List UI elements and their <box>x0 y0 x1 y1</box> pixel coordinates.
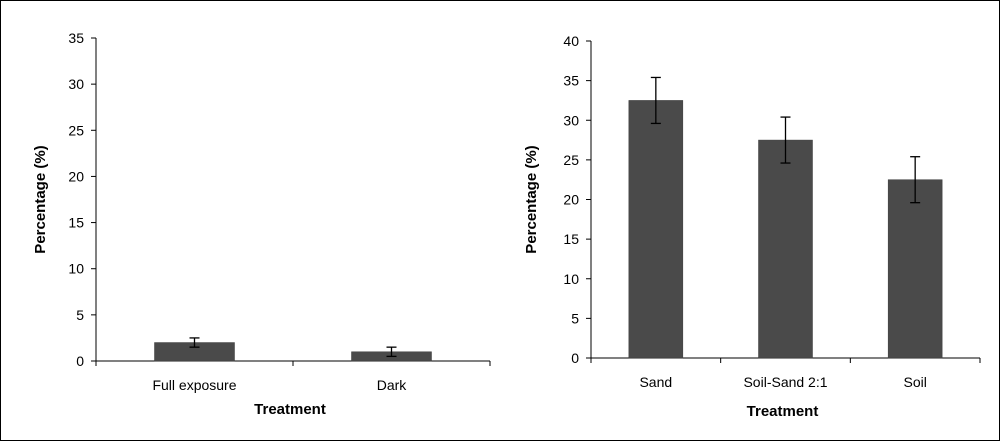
y-tick-label: 25 <box>68 122 84 138</box>
bar-sand <box>628 100 684 359</box>
y-tick-label: 20 <box>68 168 84 184</box>
y-tick-label: 5 <box>571 310 579 326</box>
y-axis-title: Percentage (%) <box>523 145 540 253</box>
y-tick-label: 25 <box>563 152 579 168</box>
y-tick-label: 15 <box>68 215 84 231</box>
x-category-label: Soil <box>903 374 926 390</box>
y-tick-label: 0 <box>571 350 579 366</box>
x-axis-title: Treatment <box>254 401 326 418</box>
y-tick-label: 10 <box>563 271 579 287</box>
bar-soil <box>887 179 943 359</box>
x-category-label: Soil-Sand 2:1 <box>743 374 827 390</box>
bar-soil-sand-2-1 <box>758 139 813 359</box>
y-tick-label: 30 <box>68 76 84 92</box>
y-tick-label: 40 <box>563 33 579 49</box>
y-tick-label: 15 <box>563 231 579 247</box>
y-tick-label: 10 <box>68 261 84 277</box>
y-axis-title: Percentage (%) <box>32 145 49 253</box>
x-axis-title: Treatment <box>747 403 819 420</box>
y-tick-label: 35 <box>563 73 579 89</box>
x-category-label: Sand <box>639 374 672 390</box>
chart-panel-1: 0 5 10 15 20 25 30 35 Full exposure Dark Treatment… <box>32 30 491 418</box>
y-tick-label: 20 <box>563 192 579 208</box>
y-tick-label: 0 <box>76 353 84 369</box>
y-tick-label: 5 <box>76 307 84 323</box>
chart-panel-2: 0 5 10 15 20 25 30 35 40 Sand Soil-Sand 2:1 Soil Tre… <box>523 33 981 420</box>
x-category-label: Full exposure <box>152 377 236 393</box>
y-tick-label: 30 <box>563 112 579 128</box>
y-tick-label: 35 <box>68 30 84 46</box>
x-category-label: Dark <box>377 377 408 393</box>
